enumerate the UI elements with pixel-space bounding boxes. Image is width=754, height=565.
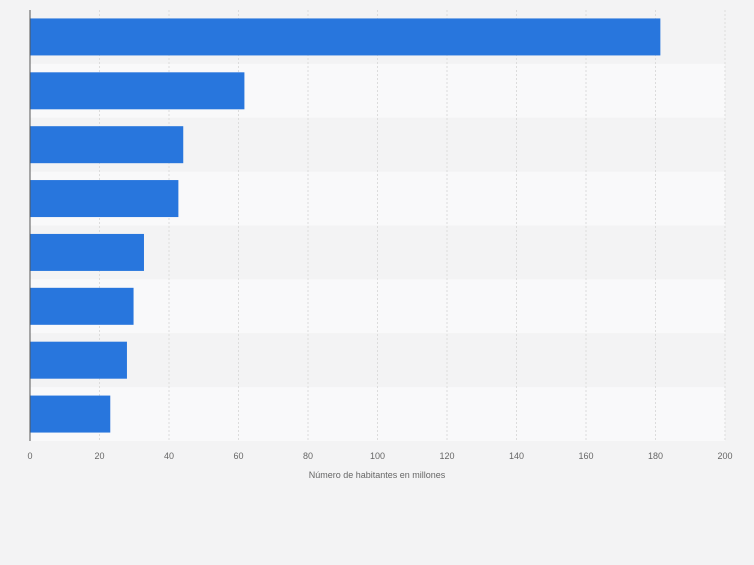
- x-tick-label: 160: [578, 451, 593, 461]
- x-tick-label: 180: [648, 451, 663, 461]
- x-tick-label: 80: [303, 451, 313, 461]
- bar[interactable]: [30, 233, 144, 271]
- x-axis-label: Número de habitantes en millones: [309, 470, 446, 480]
- x-tick-label: 20: [94, 451, 104, 461]
- bar[interactable]: [30, 72, 245, 110]
- x-tick-label: 100: [370, 451, 385, 461]
- x-tick-label: 60: [233, 451, 243, 461]
- x-tick-label: 0: [27, 451, 32, 461]
- bar[interactable]: [30, 341, 127, 379]
- x-tick-label: 200: [717, 451, 732, 461]
- bars: [30, 18, 661, 433]
- bar[interactable]: [30, 126, 184, 164]
- bar[interactable]: [30, 18, 661, 56]
- x-tick-label: 40: [164, 451, 174, 461]
- x-tick-labels: 0 20 40 60 80 100 120 140 160 180 200: [27, 451, 732, 461]
- bar[interactable]: [30, 287, 134, 325]
- bar[interactable]: [30, 395, 111, 433]
- bar[interactable]: [30, 180, 179, 218]
- x-tick-label: 140: [509, 451, 524, 461]
- x-tick-label: 120: [439, 451, 454, 461]
